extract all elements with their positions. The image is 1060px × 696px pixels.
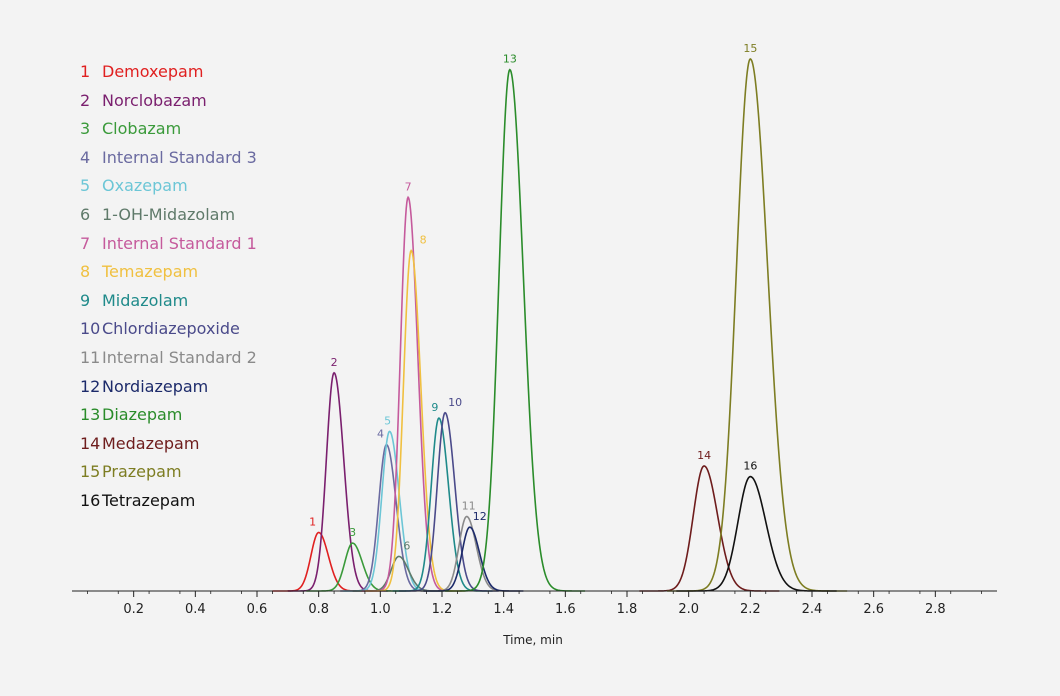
x-tick-label: 0.8	[308, 602, 329, 617]
x-tick-label: 2.2	[740, 602, 761, 617]
legend-item: 8 Temazepam	[80, 258, 257, 287]
x-tick-label: 2.8	[925, 602, 946, 617]
x-tick-label: 0.2	[123, 602, 144, 617]
legend-item: 15 Prazepam	[80, 458, 257, 487]
peak-label-14: 14	[697, 449, 711, 462]
legend-item-name: Norclobazam	[102, 90, 207, 110]
legend-item-name: Midazolam	[102, 290, 189, 310]
legend-item-number: 8	[80, 262, 91, 282]
legend-item-name: Tetrazepam	[102, 490, 196, 510]
legend-item: 4 Internal Standard 3	[80, 144, 257, 173]
legend-item-number: 13	[80, 405, 101, 425]
legend-item: 2 Norclobazam	[80, 87, 257, 116]
x-tick-label: 0.6	[247, 602, 268, 617]
x-axis-title: Time, min	[502, 633, 563, 647]
legend-item-number: 16	[80, 490, 101, 510]
chromatogram-traces	[272, 58, 848, 592]
peak-label-3: 3	[349, 526, 356, 539]
x-tick-label: 2.4	[802, 602, 823, 617]
legend-item-number: 1	[80, 62, 91, 81]
x-tick-label: 1.6	[555, 602, 576, 617]
legend-item-number: 10	[80, 319, 101, 339]
peak-label-5: 5	[384, 414, 391, 427]
x-tick-label: 1.4	[493, 602, 514, 617]
peak-label-9: 9	[431, 401, 438, 414]
peak-label-10: 10	[448, 396, 462, 409]
peak-label-8: 8	[420, 234, 427, 247]
legend-item: 1 Demoxepam	[80, 58, 257, 87]
legend-item: 14 Medazepam	[80, 430, 257, 459]
x-tick-label: 1.2	[432, 602, 453, 617]
legend-item: 5 Oxazepam	[80, 172, 257, 201]
peak-label-13: 13	[503, 53, 517, 66]
legend-item: 7 Internal Standard 1	[80, 230, 257, 259]
trace-16	[676, 475, 837, 592]
legend-item-number: 7	[80, 233, 91, 253]
legend-item: 3 Clobazam	[80, 115, 257, 144]
x-tick-label: 2.6	[863, 602, 884, 617]
legend-item-name: Internal Standard 3	[102, 147, 257, 167]
legend-item-number: 15	[80, 462, 101, 482]
x-tick-label: 1.8	[617, 602, 638, 617]
legend-item-name: Chlordiazepoxide	[102, 319, 240, 339]
trace-14	[639, 465, 780, 592]
legend-item-number: 6	[80, 204, 91, 224]
legend-item: 16 Tetrazepam	[80, 487, 257, 516]
legend-item-number: 14	[80, 433, 101, 453]
legend-item: 11 Internal Standard 2	[80, 344, 257, 373]
legend-item-name: Internal Standard 1	[102, 233, 257, 253]
x-tick-label: 2.0	[678, 602, 699, 617]
trace-12	[423, 526, 524, 592]
legend-item-number: 4	[80, 147, 91, 167]
peak-label-2: 2	[331, 356, 338, 369]
legend-item-name: Oxazepam	[102, 176, 188, 196]
legend-item-name: Demoxepam	[102, 62, 204, 81]
legend-item: 6 1-OH-Midazolam	[80, 201, 257, 230]
legend-item: 10 Chlordiazepoxide	[80, 315, 257, 344]
legend-item: 12 Nordiazepam	[80, 373, 257, 402]
legend-item-number: 3	[80, 119, 91, 139]
peak-label-1: 1	[309, 515, 316, 528]
peak-label-4: 4	[377, 428, 384, 441]
legend-item-name: Diazepam	[102, 405, 183, 425]
legend-item-number: 9	[80, 290, 91, 310]
legend-item: 9 Midazolam	[80, 287, 257, 316]
x-tick-label: 1.0	[370, 602, 391, 617]
legend-item-name: Internal Standard 2	[102, 347, 257, 367]
peak-label-11: 11	[462, 500, 476, 513]
legend-item: 13 Diazepam	[80, 401, 257, 430]
x-axis-ticks: 0.2 0.4 0.6 0.8 1.0 1.2 1.4 1.6 1.8 2.0 2.2 2.4 2.6 2…	[87, 591, 982, 617]
peak-label-15: 15	[743, 42, 757, 55]
x-tick-label: 0.4	[185, 602, 206, 617]
peak-label-6: 6	[403, 539, 410, 552]
legend-item-name: Medazepam	[102, 433, 200, 453]
legend-item-name: Prazepam	[102, 462, 182, 482]
legend-item-name: Nordiazepam	[102, 376, 209, 396]
legend-item-number: 2	[80, 90, 91, 110]
trace-13	[445, 68, 586, 592]
peak-label-16: 16	[743, 460, 757, 473]
legend-item-number: 12	[80, 376, 101, 396]
trace-6	[352, 555, 453, 592]
legend-item-number: 5	[80, 176, 91, 196]
peak-label-12: 12	[473, 510, 487, 523]
legend: 1 Demoxepam 2 Norclobazam 3 Clobazam 4 Internal…	[80, 58, 257, 516]
legend-item-name: Temazepam	[102, 262, 199, 282]
peak-label-7: 7	[405, 180, 412, 193]
legend-item-name: Clobazam	[102, 119, 182, 139]
legend-item-number: 11	[80, 347, 101, 367]
legend-item-name: 1-OH-Midazolam	[102, 204, 236, 224]
trace-1	[272, 531, 373, 592]
